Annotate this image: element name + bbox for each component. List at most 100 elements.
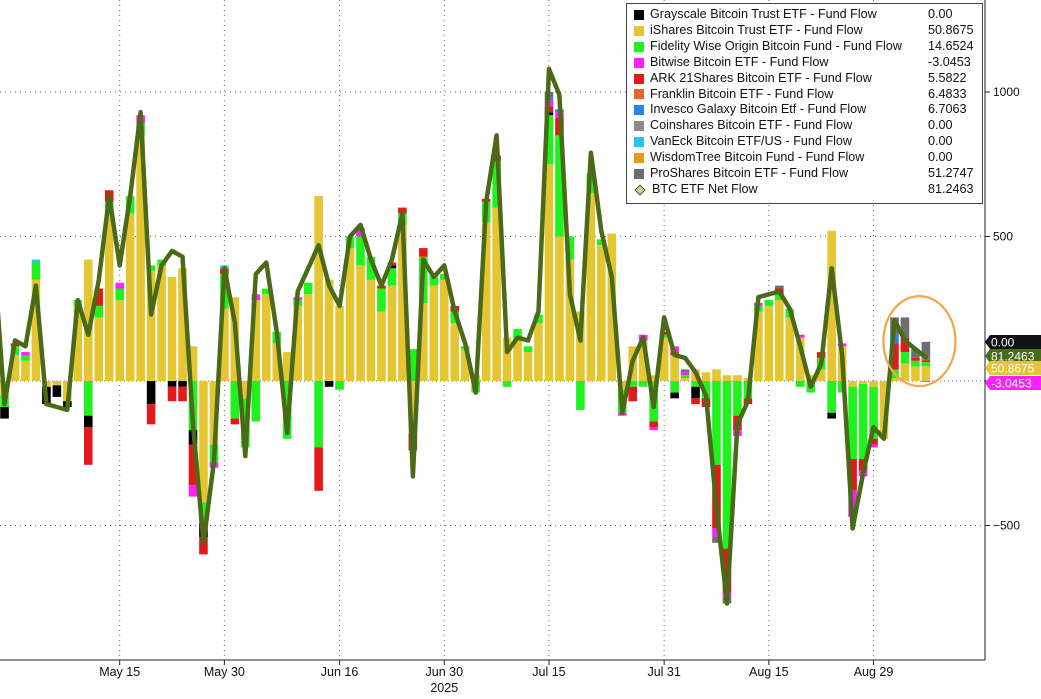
bar-ibit — [900, 363, 910, 381]
bar-ibit — [272, 343, 282, 381]
bar-ibit — [10, 354, 20, 381]
legend-swatch — [634, 57, 644, 68]
bar-ibit — [576, 311, 585, 381]
bar-fbtc — [523, 346, 533, 353]
legend-item: ARK 21Shares Bitcoin ETF - Fund Flow 5.58… — [634, 71, 976, 87]
bar-gbtc — [827, 412, 836, 419]
bar-btc — [680, 369, 690, 373]
bar-arkb — [890, 343, 899, 370]
axis-value-tag-label: -3.0453 — [991, 377, 1032, 391]
bar-fbtc — [638, 381, 648, 387]
bar-arkb — [900, 337, 910, 353]
legend-swatch — [634, 153, 644, 164]
bar-ibit — [795, 337, 805, 381]
x-year-label: 2025 — [430, 681, 458, 694]
legend-swatch — [634, 137, 644, 148]
bar-fbtc — [230, 381, 240, 419]
bar-ibit — [178, 268, 187, 381]
bar-ibit — [890, 378, 899, 381]
bar-fbtc — [733, 381, 742, 416]
bar-ibit — [31, 279, 41, 381]
bar-gbtc — [387, 265, 397, 269]
legend-value: 6.7063 — [928, 102, 967, 117]
x-tick-label: May 30 — [204, 665, 245, 679]
legend-swatch — [634, 105, 644, 116]
axis-value-tag — [985, 361, 1041, 375]
bar-fbtc — [261, 288, 271, 295]
bar-fbtc — [827, 381, 836, 413]
bar-ibit — [523, 352, 533, 381]
bar-ibit — [733, 375, 742, 381]
bar-bitb — [115, 282, 124, 289]
legend-swatch — [634, 121, 644, 132]
net-flow-line — [0, 66, 929, 606]
legend-item: Franklin Bitcoin ETF - Fund Flow 6.4833 — [634, 87, 976, 103]
legend-label: Bitwise Bitcoin ETF - Fund Flow — [650, 54, 829, 69]
legend-label: ARK 21Shares Bitcoin ETF - Fund Flow — [650, 70, 872, 85]
bar-fbtc — [439, 274, 449, 280]
bar-arkb — [199, 537, 208, 555]
bar-ibit — [73, 305, 83, 381]
bar-ibit — [607, 233, 617, 381]
bar-ibit — [481, 222, 491, 381]
bar-ibit — [293, 305, 302, 381]
bar-ibit — [303, 294, 313, 381]
bar-ibit — [125, 213, 135, 381]
bar-btc — [712, 537, 721, 543]
bar-arkb — [628, 386, 638, 402]
bar-ibit — [513, 340, 522, 381]
bar-fbtc — [94, 305, 104, 318]
bar-bitb — [188, 485, 198, 497]
bar-bitb — [921, 381, 931, 382]
bar-ibit — [722, 375, 732, 381]
bar-fbtc — [764, 300, 774, 306]
bar-fbtc — [199, 502, 208, 523]
bar-arkb — [188, 444, 198, 486]
legend-label: WisdomTree Bitcoin Fund - Fund Flow — [650, 150, 865, 165]
bar-ibit — [345, 248, 355, 381]
axis-value-tag — [985, 349, 1041, 363]
bar-arkb — [691, 398, 700, 405]
legend-swatch — [634, 169, 644, 180]
bar-fbtc — [701, 381, 711, 399]
bar-ibit — [544, 164, 554, 381]
bar-ibit — [146, 271, 156, 381]
axis-value-tag — [985, 335, 1041, 349]
bar-fbtc — [377, 288, 386, 312]
legend-item: VanEck Bitcoin ETF/US - Fund Flow 0.00 — [634, 134, 976, 150]
bar-ibit — [492, 207, 501, 381]
legend-value: -3.0453 — [928, 54, 971, 69]
bar-ibit — [21, 360, 30, 381]
bar-ibit — [534, 323, 543, 381]
bar-ibit — [869, 381, 878, 387]
bar-fbtc — [544, 115, 554, 165]
legend-item: WisdomTree Bitcoin Fund - Fund Flow 0.00 — [634, 150, 976, 166]
bar-btc — [911, 349, 920, 358]
chart-legend: Grayscale Bitcoin Trust ETF - Fund Flow 0… — [626, 3, 983, 204]
x-tick-label: Jun 16 — [321, 665, 359, 679]
legend-value: 0.00 — [928, 118, 953, 133]
legend-label: Coinshares Bitcoin ETF - Fund Flow — [650, 118, 853, 133]
bar-ibit — [366, 279, 376, 381]
bar-ibit — [754, 311, 763, 381]
bar-ibit — [816, 369, 826, 381]
legend-swatch — [634, 184, 646, 196]
bar-fbtc — [502, 381, 512, 387]
legend-label: Franklin Bitcoin ETF - Fund Flow — [650, 86, 834, 101]
bar-ibit — [157, 265, 166, 381]
bar-arkb — [178, 386, 187, 402]
legend-value: 6.4833 — [928, 86, 967, 101]
bar-arkb — [83, 427, 93, 465]
bar-fbtc — [921, 362, 931, 367]
legend-swatch — [634, 73, 644, 84]
bar-fbtc — [534, 314, 543, 324]
bar-ibit — [879, 381, 889, 439]
bar-ibit — [220, 308, 229, 381]
bar-ibit — [775, 300, 784, 381]
bar-fbtc — [628, 381, 638, 387]
bar-fbtc — [366, 256, 376, 280]
bar-fbtc — [314, 381, 323, 448]
bar-ibit — [52, 381, 62, 386]
bar-fbtc — [576, 381, 585, 410]
